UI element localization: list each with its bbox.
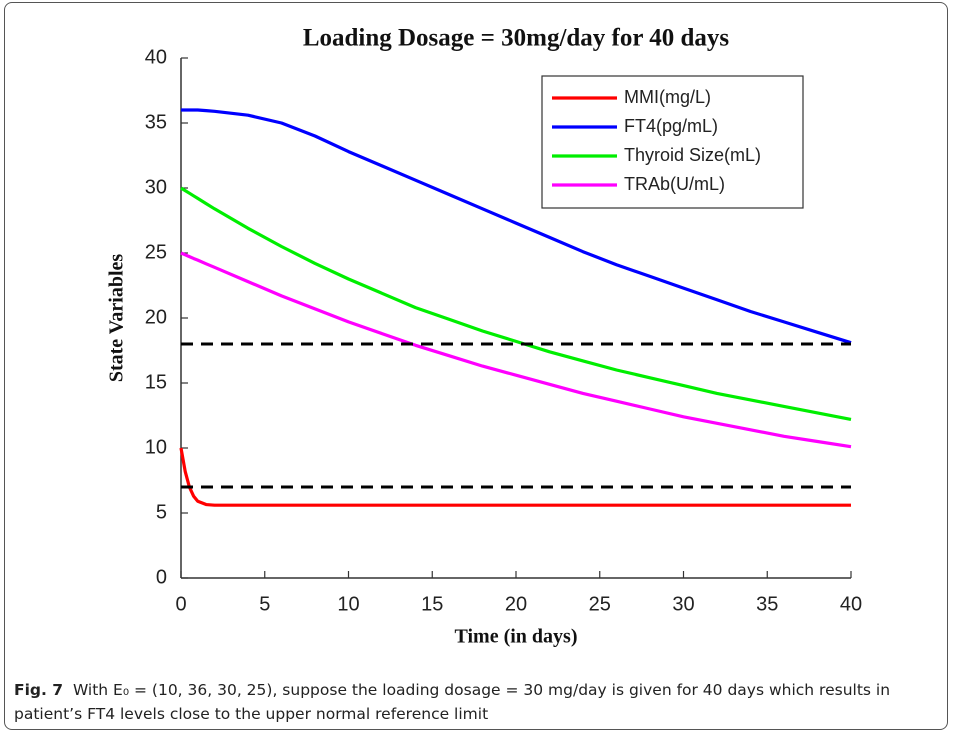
- y-tick-label: 15: [145, 371, 167, 393]
- caption: Fig. 7 With E₀ = (10, 36, 30, 25), suppo…: [14, 678, 939, 726]
- legend-label: TRAb(U/mL): [624, 174, 725, 194]
- y-tick-label: 20: [145, 306, 167, 328]
- x-tick-label: 10: [337, 593, 359, 615]
- y-tick-label: 35: [145, 111, 167, 133]
- y-tick-label: 25: [145, 241, 167, 263]
- y-tick-label: 5: [156, 501, 167, 523]
- x-tick-label: 0: [175, 593, 186, 615]
- caption-text: With E₀ = (10, 36, 30, 25), suppose the …: [14, 681, 891, 723]
- y-tick-label: 40: [145, 46, 167, 68]
- legend-label: Thyroid Size(mL): [624, 145, 761, 165]
- y-tick-label: 0: [156, 566, 167, 588]
- series-line: [180, 251, 852, 449]
- legend-label: MMI(mg/L): [624, 87, 711, 107]
- chart-title: Loading Dosage = 30mg/day for 40 days: [303, 25, 730, 52]
- x-axis-label: Time (in days): [455, 626, 578, 648]
- x-tick-label: 35: [756, 593, 778, 615]
- x-tick-label: 40: [840, 593, 862, 615]
- series-line: [181, 108, 852, 345]
- x-tick-label: 30: [672, 593, 694, 615]
- x-tick-label: 5: [259, 593, 270, 615]
- x-tick-label: 20: [505, 593, 527, 615]
- legend-label: FT4(pg/mL): [624, 116, 718, 136]
- caption-label: Fig. 7: [14, 681, 64, 699]
- chart: Loading Dosage = 30mg/day for 40 days Ti…: [106, 25, 863, 648]
- x-tick-label: 25: [589, 593, 611, 615]
- figure-frame: [4, 2, 948, 730]
- y-axis-label: State Variables: [106, 254, 128, 383]
- series-line: [180, 186, 852, 421]
- x-tick-label: 15: [421, 593, 443, 615]
- y-tick-label: 30: [145, 176, 167, 198]
- series-line: [179, 447, 851, 507]
- y-tick-label: 10: [145, 436, 167, 458]
